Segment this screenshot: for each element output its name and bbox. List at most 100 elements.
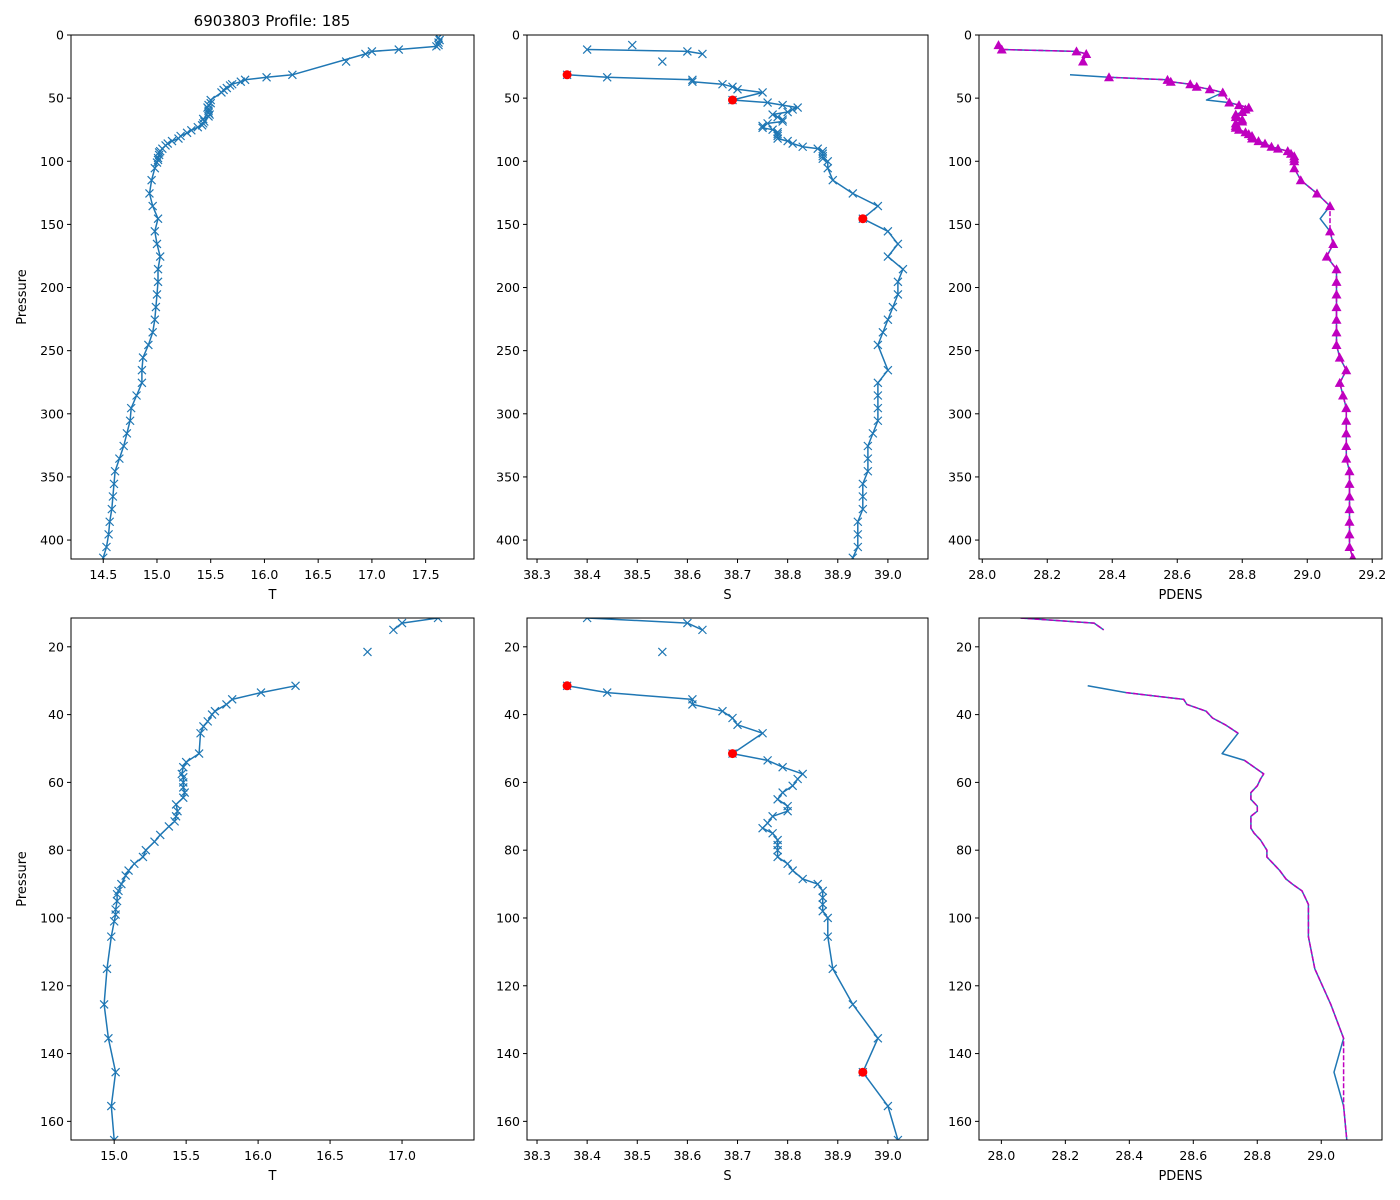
top-density-triangle-point bbox=[1289, 156, 1300, 166]
top-density-triangle-point bbox=[1341, 365, 1352, 375]
bottom-salinity-data-point bbox=[818, 886, 828, 896]
top-density-triangle-point bbox=[1338, 390, 1348, 400]
bottom-salinity-x-tick-label: 38.5 bbox=[623, 1148, 651, 1163]
top-density-triangle-point bbox=[1334, 352, 1345, 362]
top-density-y-tick-label: 150 bbox=[948, 217, 972, 232]
bottom-density-x-tick-label: 28.8 bbox=[1243, 1148, 1271, 1163]
top-density-triangle-point bbox=[1237, 107, 1248, 117]
top-salinity-data-point bbox=[773, 129, 783, 139]
top-density-series-line-pdens bbox=[1069, 74, 1354, 558]
bottom-temperature-data-point bbox=[129, 859, 139, 869]
top-salinity-data-point bbox=[682, 46, 692, 56]
top-temperature-y-tick-label: 150 bbox=[40, 217, 64, 232]
bottom-temperature-y-tick-label: 60 bbox=[48, 775, 64, 790]
top-salinity-x-tick-label: 38.6 bbox=[673, 567, 701, 582]
bottom-salinity-plot-area bbox=[562, 618, 903, 1140]
top-density-triangle-point bbox=[1295, 175, 1306, 185]
bottom-temperature-y-tick-label: 20 bbox=[48, 639, 64, 654]
top-temperature-data-point bbox=[151, 302, 161, 312]
top-density-x-tick-label: 28.2 bbox=[1033, 567, 1061, 582]
top-temperature-x-tick-label: 17.5 bbox=[412, 567, 440, 582]
top-salinity-data-point bbox=[783, 136, 793, 146]
bottom-temperature-data-point bbox=[388, 625, 398, 635]
top-density-triangle-point bbox=[1260, 138, 1270, 148]
top-salinity-data-point bbox=[863, 466, 873, 476]
top-density-triangle-point bbox=[1341, 428, 1352, 438]
bottom-temperature-data-point bbox=[99, 999, 109, 1009]
top-density-triangle-point bbox=[1185, 79, 1196, 89]
top-temperature-y-axis-label: Pressure bbox=[15, 269, 30, 325]
bottom-temperature-y-axis-label: Pressure bbox=[15, 851, 30, 907]
bottom-temperature-data-point bbox=[171, 800, 181, 809]
top-density-triangle-point bbox=[1331, 276, 1342, 286]
top-temperature-y-tick-label: 50 bbox=[48, 91, 64, 106]
bottom-salinity-x-tick-label: 38.3 bbox=[523, 1148, 551, 1163]
top-density-triangle-point bbox=[1247, 133, 1257, 143]
top-temperature-data-point bbox=[108, 492, 118, 501]
top-density-x-tick-label: 28.6 bbox=[1163, 567, 1191, 582]
top-density-triangle-point bbox=[1234, 124, 1244, 134]
bottom-temperature-data-point bbox=[103, 1033, 113, 1043]
top-salinity-data-point bbox=[687, 75, 697, 85]
bottom-salinity-x-tick-label: 38.9 bbox=[824, 1148, 852, 1163]
top-salinity-data-point bbox=[873, 391, 883, 400]
top-temperature-data-point bbox=[167, 136, 177, 146]
top-salinity-data-point bbox=[853, 542, 863, 552]
bottom-temperature-data-point bbox=[124, 866, 133, 875]
top-density-triangle-point bbox=[1325, 201, 1335, 211]
bottom-density-series-line-pdens bbox=[1087, 685, 1348, 1140]
top-salinity-data-point bbox=[818, 154, 828, 164]
bottom-density-y-tick-label: 100 bbox=[948, 910, 972, 925]
top-temperature-data-point bbox=[102, 542, 111, 552]
top-salinity-y-tick-label: 0 bbox=[512, 28, 520, 43]
top-density-triangle-point bbox=[1071, 46, 1082, 56]
bottom-salinity-series-line-s-upper bbox=[587, 618, 703, 631]
bottom-salinity-flagged-point bbox=[728, 749, 738, 759]
top-temperature-y-tick-label: 350 bbox=[40, 469, 64, 484]
top-density-triangle-point bbox=[1344, 516, 1355, 526]
top-density-triangle-point bbox=[1344, 466, 1355, 476]
top-temperature-data-point bbox=[153, 277, 163, 287]
top-salinity-data-point bbox=[893, 277, 903, 287]
bottom-salinity-data-point bbox=[783, 806, 793, 816]
bottom-temperature-data-point bbox=[178, 793, 188, 803]
bottom-temperature-y-tick-label: 100 bbox=[40, 910, 64, 925]
bottom-salinity-y-tick-label: 40 bbox=[504, 707, 520, 722]
bottom-salinity-data-point bbox=[873, 1033, 883, 1043]
bottom-temperature-data-point bbox=[397, 618, 407, 628]
bottom-density-series-line-pdens-dashed bbox=[1126, 691, 1239, 734]
bottom-salinity-data-point bbox=[758, 823, 768, 833]
top-salinity-data-point bbox=[793, 103, 803, 113]
bottom-density-y-tick-label: 160 bbox=[948, 1114, 972, 1129]
top-salinity-data-point bbox=[823, 163, 833, 173]
top-density-triangle-point bbox=[1273, 143, 1283, 153]
bottom-salinity-frame bbox=[526, 617, 929, 1141]
top-temperature-data-point bbox=[262, 72, 272, 82]
bottom-density-y-tick-label: 80 bbox=[956, 843, 972, 858]
top-temperature-data-point bbox=[152, 239, 162, 249]
top-density-x-tick-label: 28.8 bbox=[1228, 567, 1256, 582]
bottom-temperature-data-point bbox=[171, 811, 181, 821]
top-temperature-data-point bbox=[431, 41, 441, 51]
top-temperature-data-point bbox=[122, 428, 132, 438]
top-salinity-data-point bbox=[828, 175, 838, 185]
top-salinity-data-point bbox=[883, 315, 893, 325]
top-salinity-panel: 38.3 38.4 38.5 38.6 38.7 38.8 38.9 39.0 0 50 100 15… bbox=[496, 28, 929, 603]
top-temperature-data-point bbox=[240, 75, 250, 85]
top-density-triangle-point bbox=[1081, 48, 1092, 58]
top-temperature-data-point bbox=[132, 391, 141, 400]
top-temperature-data-point bbox=[182, 128, 192, 138]
top-density-triangle-point bbox=[1234, 100, 1244, 110]
top-density-y-tick-label: 300 bbox=[948, 406, 972, 421]
bottom-density-series-line-pdens-upper bbox=[1020, 618, 1105, 631]
top-salinity-data-point bbox=[823, 156, 833, 166]
top-density-triangle-point bbox=[1312, 188, 1322, 198]
top-temperature-data-point bbox=[150, 163, 160, 173]
top-density-triangle-point bbox=[1344, 529, 1355, 539]
top-salinity-data-point bbox=[848, 189, 858, 198]
top-density-x-axis-label: PDENS bbox=[1158, 588, 1202, 603]
top-density-triangle-point bbox=[1104, 72, 1114, 82]
top-density-y-tick-label: 200 bbox=[948, 280, 972, 295]
bottom-salinity-y-tick-label: 120 bbox=[496, 978, 520, 993]
